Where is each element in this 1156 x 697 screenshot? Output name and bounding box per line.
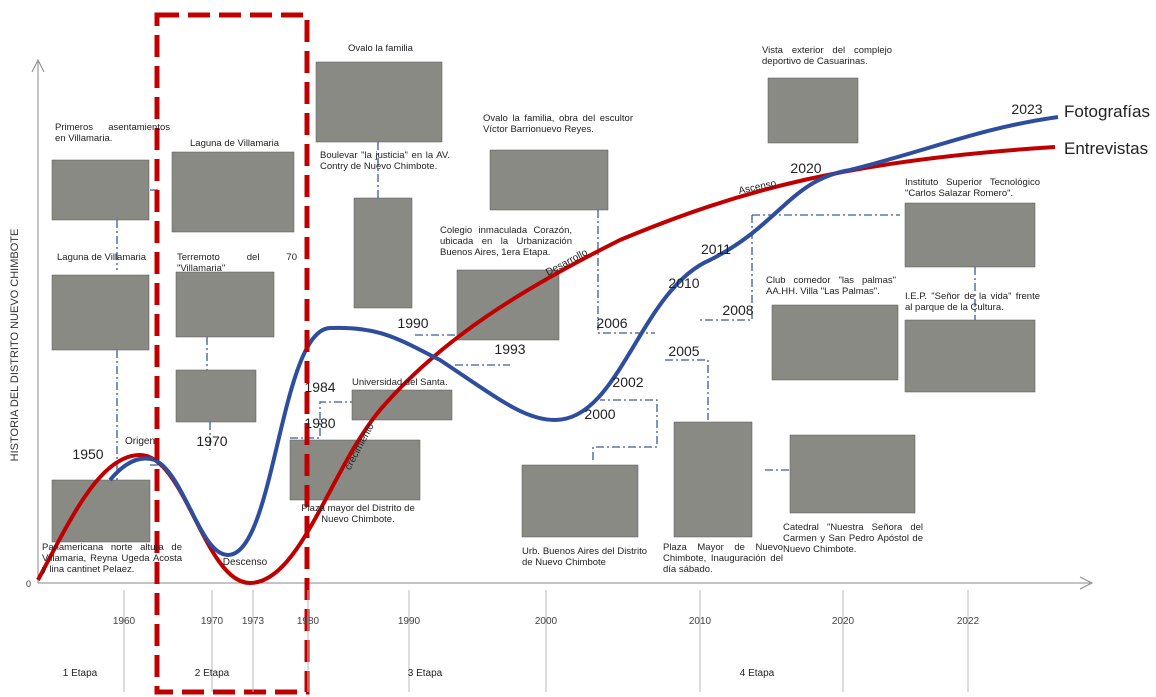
photo-caption: Vista exterior del complejo deportivo de… (762, 45, 892, 67)
photo-caption: Universidad del Santa. (352, 377, 452, 388)
year-label: 2005 (668, 343, 699, 359)
photo-caption: Instituto Superior Tecnológico "Carlos S… (905, 177, 1040, 199)
photo-caption: Plaza mayor del Distrito de Nuevo Chimbo… (298, 503, 418, 525)
photo-caption: Panamericana norte altura de Villamaria,… (42, 542, 182, 575)
axis-year: 2010 (689, 616, 712, 627)
axis-year: 2022 (957, 616, 980, 627)
photo (354, 198, 412, 308)
stage-label: 4 Etapa (740, 668, 775, 679)
photo-caption: Terremoto del 70 "Villamaria" (177, 252, 297, 274)
year-label: 2000 (584, 406, 615, 422)
axis-year: 2000 (535, 616, 558, 627)
axis-year: 1973 (242, 616, 265, 627)
year-label: 2002 (612, 374, 643, 390)
photo (316, 62, 442, 142)
axis-year: 1990 (398, 616, 421, 627)
photo (522, 465, 638, 537)
photo-caption: I.E.P. "Señor de la vida" frente al parq… (905, 291, 1040, 313)
photo-caption: Laguna de Villamaria (190, 138, 305, 149)
photo (790, 435, 915, 513)
photo (352, 390, 452, 420)
photo-caption: Ovalo la familia (348, 43, 448, 54)
photo (490, 150, 608, 210)
stage-highlight (157, 15, 307, 692)
photo-caption: Boulevar "la justicia" en la AV. Contry … (320, 150, 450, 172)
year-label: 1990 (397, 315, 428, 331)
photo (772, 305, 898, 380)
photo (52, 160, 149, 220)
legend-label: Fotografías (1064, 102, 1150, 121)
curve-label: Ascenso (738, 178, 778, 197)
stage-label: 3 Etapa (408, 668, 443, 679)
year-label: 2010 (668, 275, 699, 291)
photo (176, 370, 256, 422)
axis-year: 1980 (297, 616, 320, 627)
photo (52, 480, 150, 542)
year-label: 1993 (494, 341, 525, 357)
photo (674, 422, 752, 537)
year-label: 1970 (196, 433, 227, 449)
year-label: 2020 (790, 160, 821, 176)
photo-caption: Colegio inmaculada Corazón, ubicada en l… (440, 225, 572, 258)
photo-caption: Plaza Mayor de Nuevo Chimbote, Inaugurac… (663, 542, 783, 575)
year-label: 1980 (304, 415, 335, 431)
photo (905, 320, 1035, 392)
curve-label: Origen (125, 436, 155, 447)
curve-label: Descenso (223, 557, 268, 568)
axis-year: 1970 (201, 616, 224, 627)
year-label: 2011 (701, 241, 731, 257)
photo (176, 272, 274, 337)
year-label: 2006 (596, 315, 627, 331)
axis-year: 2020 (832, 616, 855, 627)
origin-label: 0 (26, 579, 31, 589)
photo (172, 152, 294, 232)
axis-year: 1960 (113, 616, 136, 627)
photo-caption: Ovalo la familia, obra del escultor Víct… (483, 113, 633, 135)
legend-label: Entrevistas (1064, 139, 1148, 158)
photo (52, 275, 149, 350)
photo-caption: Catedral "Nuestra Señora del Carmen y Sa… (783, 522, 923, 555)
photo-caption: Club comedor "las palmas" AA.HH. Villa "… (766, 275, 896, 297)
photo-caption: Primeros asentamientos en Villamaria. (55, 122, 170, 144)
year-label: 1984 (304, 379, 335, 395)
diagram: HISTORIA DEL DISTRITO NUEVO CHIMBOTE 0 F… (0, 0, 1156, 697)
photo (768, 78, 858, 143)
stage-label: 1 Etapa (63, 668, 98, 679)
stage-label: 2 Etapa (195, 668, 230, 679)
year-label: 2008 (722, 302, 753, 318)
photo (905, 203, 1035, 267)
photo-caption: Laguna de Villamaria (57, 252, 157, 263)
y-axis-label: HISTORIA DEL DISTRITO NUEVO CHIMBOTE (9, 229, 21, 462)
year-label: 2023 (1011, 101, 1042, 117)
photo-caption: Urb. Buenos Aires del Distrito de Nuevo … (522, 546, 647, 568)
canvas: HISTORIA DEL DISTRITO NUEVO CHIMBOTE 0 F… (0, 0, 1156, 697)
year-label: 1950 (72, 446, 103, 462)
